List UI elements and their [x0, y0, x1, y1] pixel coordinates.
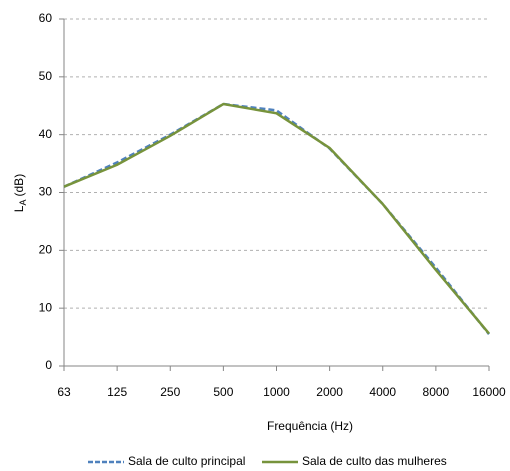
- line-series: [63, 102, 490, 335]
- x-tick-label: 125: [107, 385, 127, 399]
- y-tick-label: 60: [39, 11, 53, 25]
- y-axis-label: LA (dB): [12, 174, 28, 212]
- legend-label: Sala de culto principal: [128, 454, 245, 468]
- x-tick-label: 4000: [369, 385, 396, 399]
- x-tick-label: 500: [213, 385, 233, 399]
- y-label-unit: (dB): [12, 174, 26, 197]
- y-tick-label: 30: [39, 185, 53, 199]
- y-label-main: L: [12, 205, 26, 212]
- legend-label: Sala de culto das mulheres: [302, 454, 447, 468]
- x-tick-label: 250: [160, 385, 180, 399]
- x-tick-label: 1000: [263, 385, 290, 399]
- y-tick-label: 10: [39, 300, 53, 314]
- y-tick-label: 50: [39, 69, 53, 83]
- y-tick-label: 40: [39, 127, 53, 141]
- line-series: [63, 102, 490, 335]
- x-tick-label: 8000: [423, 385, 450, 399]
- x-tick-label: 2000: [316, 385, 343, 399]
- x-tick-label: 16000: [472, 385, 506, 399]
- y-tick-label: 0: [45, 358, 52, 372]
- y-tick-label: 20: [39, 243, 53, 257]
- x-axis-label: Frequência (Hz): [267, 419, 353, 433]
- y-label-sub: A: [18, 199, 28, 205]
- x-tick-label: 63: [57, 385, 71, 399]
